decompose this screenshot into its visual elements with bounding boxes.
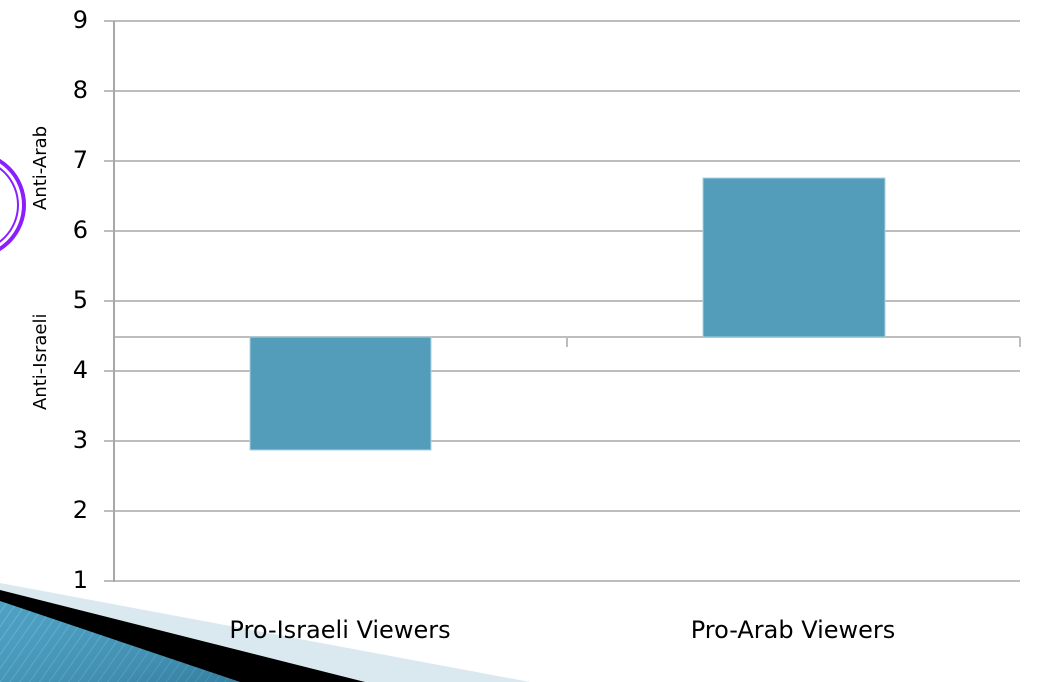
y-label-anti-arab: Anti-Arab: [30, 125, 51, 210]
y-tick-2: 2: [72, 496, 88, 524]
y-tick-3: 3: [72, 426, 88, 454]
y-tick-8: 8: [72, 76, 88, 104]
y-tick-1: 1: [72, 566, 88, 594]
bar-pro-israeli: [249, 336, 432, 451]
y-tick-4: 4: [72, 356, 88, 384]
y-tick-7: 7: [72, 146, 88, 174]
y-tick-6: 6: [72, 216, 88, 244]
category-label-pro-arab: Pro-Arab Viewers: [690, 616, 896, 644]
decorative-ring-icon: [0, 158, 26, 252]
decorative-corner-wedge: [0, 583, 530, 682]
y-tick-5: 5: [72, 286, 88, 314]
y-tick-9: 9: [72, 6, 88, 34]
y-label-anti-israeli: Anti-Israeli: [30, 313, 51, 410]
bar-pro-arab: [702, 177, 886, 338]
category-label-pro-israeli: Pro-Israeli Viewers: [229, 616, 451, 644]
